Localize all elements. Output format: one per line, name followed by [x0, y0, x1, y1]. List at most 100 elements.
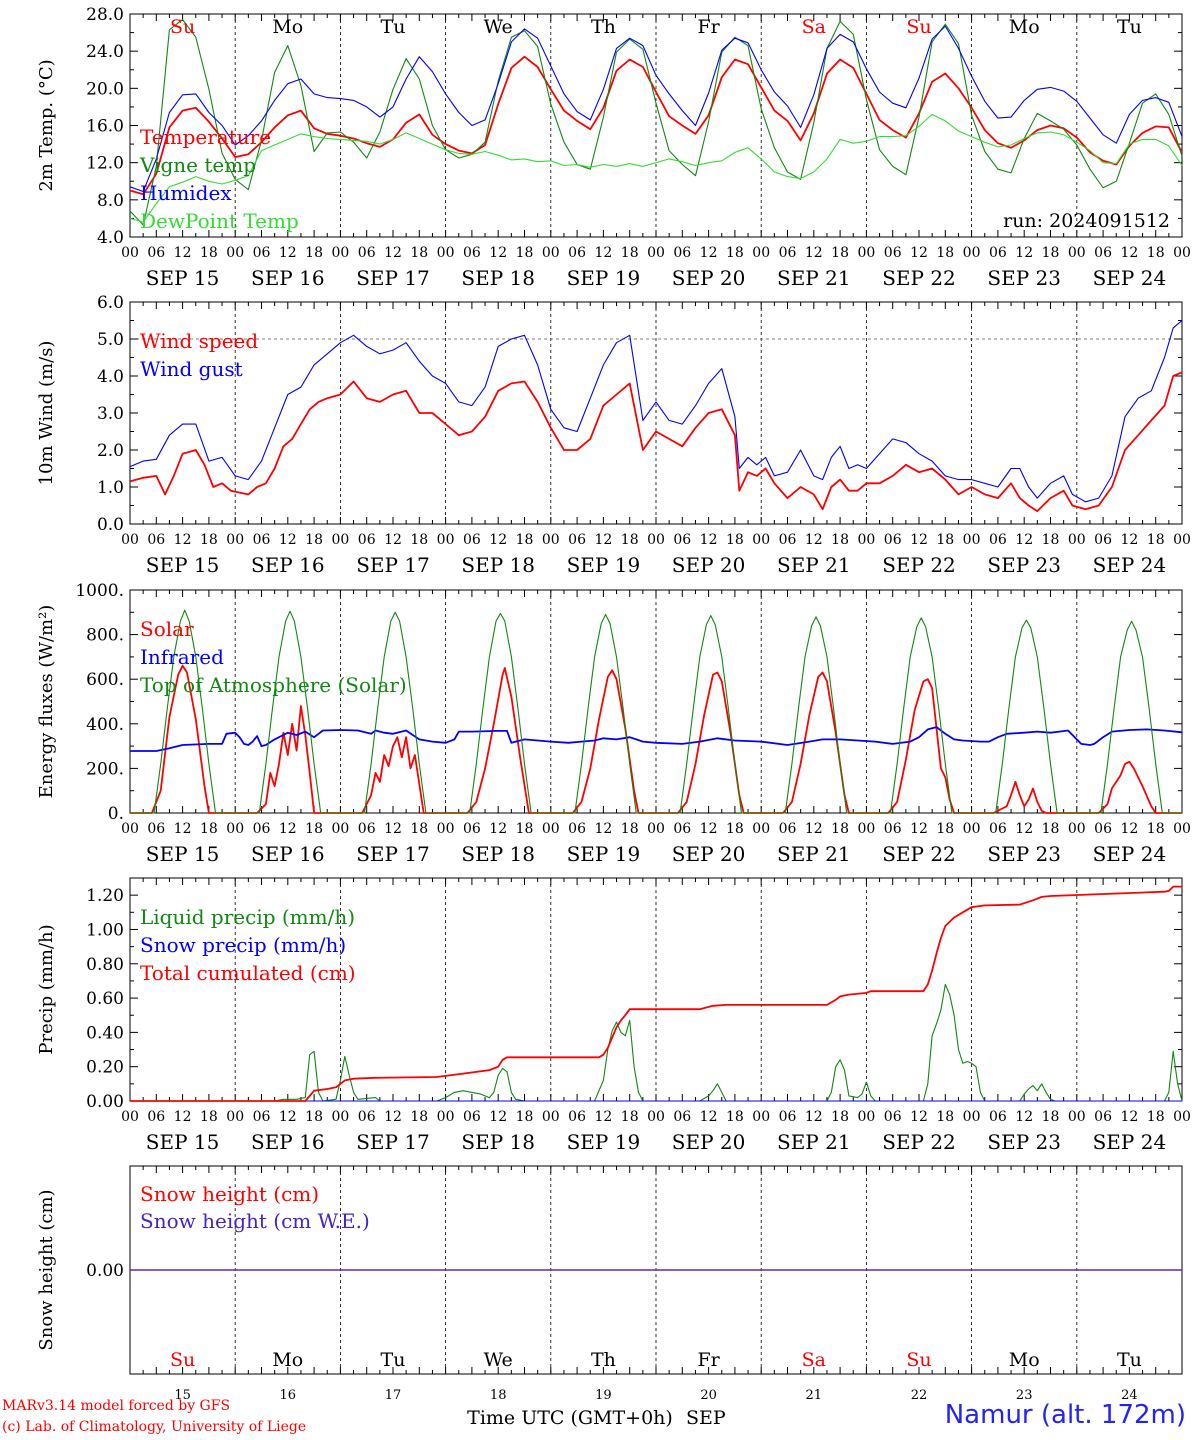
- hour-tick-label: 06: [989, 532, 1007, 548]
- hour-tick-label: 06: [673, 1109, 691, 1125]
- hour-tick-label: 18: [516, 532, 534, 548]
- day-number: 24: [1121, 1388, 1138, 1403]
- hour-tick-label: 18: [1042, 532, 1060, 548]
- hour-tick-label: 00: [857, 821, 875, 837]
- hour-tick-label: 00: [752, 1109, 770, 1125]
- y-tick-label: 0.20: [86, 1058, 124, 1078]
- hour-tick-label: 12: [910, 1109, 928, 1125]
- legend-entry: Liquid precip (mm/h): [140, 905, 355, 929]
- hour-tick-label: 12: [384, 1109, 402, 1125]
- hour-tick-label: 18: [831, 245, 849, 261]
- hour-tick-label: 06: [568, 1109, 586, 1125]
- panel-5: 0.00 Snow height (cm) Snow height (cm) Snow…: [36, 1165, 1183, 1429]
- hour-tick-label: 06: [673, 532, 691, 548]
- hour-tick-label: 12: [805, 1109, 823, 1125]
- date-label: SEP 21: [777, 266, 851, 290]
- hour-tick-label: 18: [726, 245, 744, 261]
- date-label: SEP 22: [882, 842, 956, 866]
- legend-entry: Snow precip (mm/h): [140, 933, 346, 957]
- date-label: SEP 23: [987, 266, 1061, 290]
- hour-tick-label: 00: [331, 1109, 349, 1125]
- y-tick-label: 3.0: [97, 404, 124, 424]
- date-label: SEP 17: [356, 553, 430, 577]
- date-label: SEP 16: [251, 1130, 325, 1154]
- hour-tick-label: 12: [594, 245, 612, 261]
- series-line-1: [130, 983, 1183, 1102]
- y-axis-label: 10m Wind (m/s): [36, 341, 57, 486]
- date-label: SEP 20: [672, 1130, 746, 1154]
- y-tick-label: 0.00: [86, 1092, 124, 1112]
- day-abbr: Su: [170, 1349, 195, 1371]
- hour-tick-label: 12: [279, 821, 297, 837]
- series-line-4: [129, 113, 1183, 223]
- y-tick-label: 1000.: [75, 581, 124, 601]
- hour-tick-label: 06: [253, 821, 271, 837]
- hour-tick-label: 06: [147, 245, 165, 261]
- day-abbr: Su: [170, 16, 195, 38]
- hour-tick-label: 12: [174, 821, 192, 837]
- y-axis-label: Precip (mm/h): [36, 924, 57, 1054]
- day-abbr: Fr: [697, 16, 720, 38]
- legend-entry: Snow height (cm): [140, 1182, 319, 1206]
- day-abbr: Th: [591, 16, 616, 38]
- day-abbr: We: [484, 1349, 513, 1371]
- hour-tick-label: 18: [410, 821, 428, 837]
- lab-credit: (c) Lab. of Climatology, University of L…: [2, 1419, 307, 1435]
- hour-tick-label: 12: [489, 245, 507, 261]
- hour-tick-label: 12: [700, 532, 718, 548]
- hour-tick-label: 00: [1068, 532, 1086, 548]
- hour-tick-label: 12: [489, 821, 507, 837]
- y-tick-label: 20.0: [86, 79, 124, 99]
- hour-tick-label: 18: [1042, 245, 1060, 261]
- legend-entry: Snow height (cm W.E.): [140, 1209, 370, 1233]
- hour-tick-label: 00: [1068, 1109, 1086, 1125]
- hour-tick-label: 00: [542, 821, 560, 837]
- day-abbr: Th: [591, 1349, 616, 1371]
- hour-tick-label: 06: [779, 1109, 797, 1125]
- date-label: SEP 16: [251, 553, 325, 577]
- series-line-3: [129, 25, 1183, 193]
- y-axis-label: 2m Temp. (°C): [36, 59, 57, 191]
- hour-tick-label: 18: [200, 532, 218, 548]
- series-line-3: [130, 885, 1182, 1102]
- hour-tick-label: 18: [936, 821, 954, 837]
- date-label: SEP 24: [1093, 553, 1167, 577]
- hour-tick-label: 12: [910, 532, 928, 548]
- hour-tick-label: 00: [121, 821, 139, 837]
- hour-tick-label: 18: [305, 821, 323, 837]
- day-number: 23: [1016, 1388, 1033, 1403]
- hour-tick-label: 12: [1015, 821, 1033, 837]
- hour-tick-label: 06: [1094, 1109, 1112, 1125]
- series-line-2: [129, 19, 1183, 226]
- y-tick-label: 28.0: [86, 5, 124, 25]
- hour-tick-label: 00: [1173, 532, 1191, 548]
- y-tick-label: 24.0: [86, 42, 124, 62]
- hour-tick-label: 18: [621, 1109, 639, 1125]
- hour-tick-label: 12: [279, 532, 297, 548]
- hour-tick-label: 00: [437, 1109, 455, 1125]
- hour-tick-label: 18: [936, 1109, 954, 1125]
- hour-tick-label: 06: [463, 245, 481, 261]
- hour-tick-label: 00: [1068, 821, 1086, 837]
- y-axis-label: Energy fluxes (W/m²): [36, 605, 57, 799]
- hour-tick-label: 12: [1120, 1109, 1138, 1125]
- day-abbr: Tu: [381, 1349, 406, 1371]
- hour-tick-label: 06: [147, 1109, 165, 1125]
- hour-tick-label: 18: [831, 821, 849, 837]
- hour-tick-label: 00: [542, 245, 560, 261]
- hour-tick-label: 12: [489, 1109, 507, 1125]
- hour-tick-label: 18: [621, 532, 639, 548]
- day-number: 15: [174, 1388, 191, 1403]
- hour-tick-label: 00: [437, 532, 455, 548]
- date-label: SEP 18: [461, 266, 535, 290]
- hour-tick-label: 00: [647, 821, 665, 837]
- hour-tick-label: 06: [989, 245, 1007, 261]
- hour-tick-label: 00: [752, 532, 770, 548]
- hour-tick-label: 18: [726, 1109, 744, 1125]
- hour-tick-label: 18: [621, 245, 639, 261]
- legend-entry: Vigne temp: [139, 153, 256, 177]
- hour-tick-label: 12: [384, 245, 402, 261]
- y-tick-label: 8.0: [97, 191, 124, 211]
- hour-tick-label: 06: [884, 821, 902, 837]
- day-abbr: Fr: [697, 1349, 720, 1371]
